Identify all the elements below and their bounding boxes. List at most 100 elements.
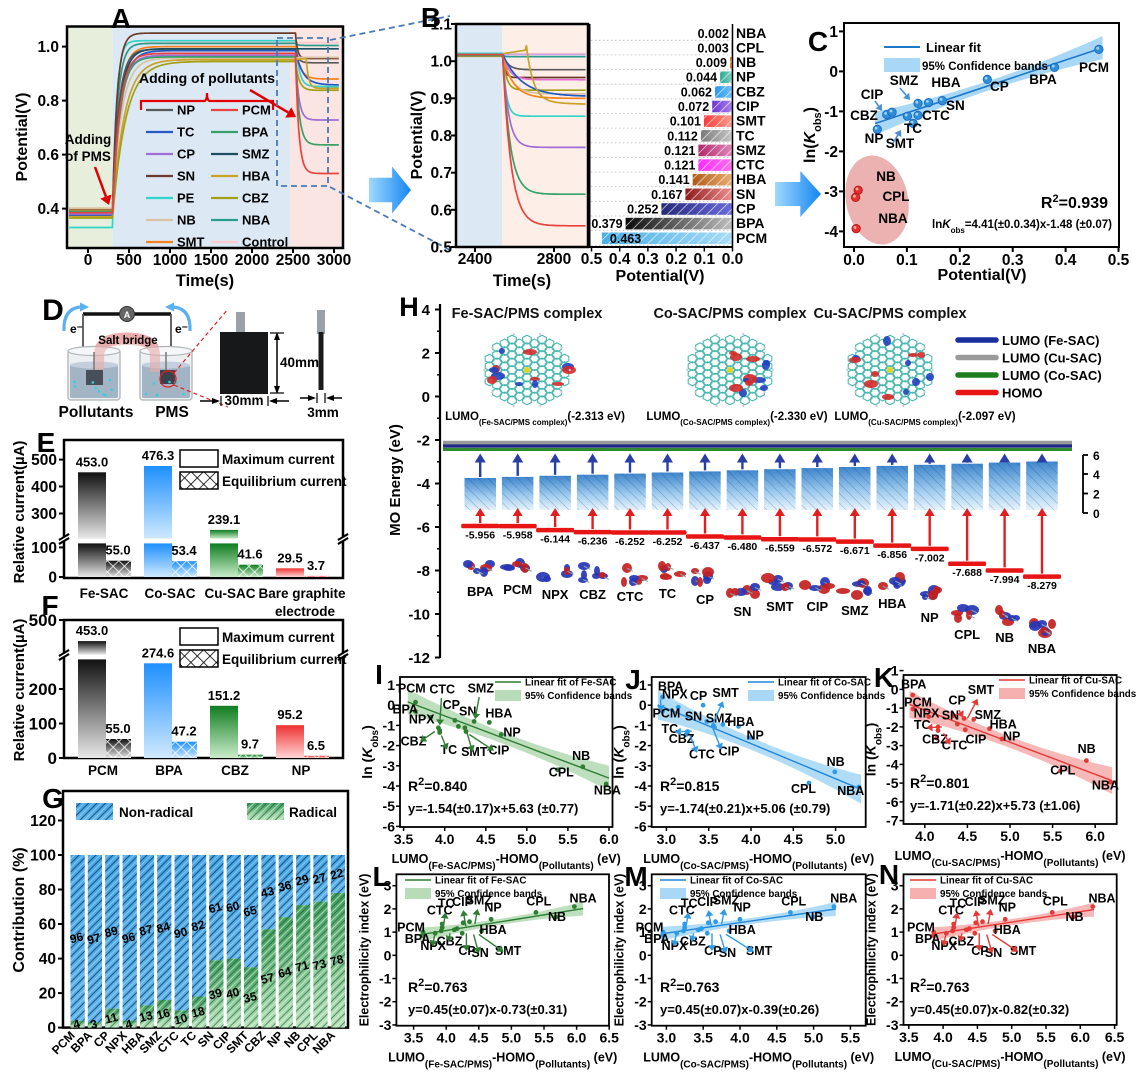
- svg-text:BPA: BPA: [901, 677, 926, 691]
- svg-text:CPL: CPL: [736, 39, 764, 55]
- svg-text:3: 3: [384, 878, 392, 894]
- svg-text:3.0: 3.0: [657, 1030, 677, 1046]
- svg-text:Co-SAC: Co-SAC: [145, 586, 196, 601]
- svg-text:0.463: 0.463: [610, 232, 641, 246]
- svg-text:-6.144: -6.144: [540, 534, 570, 546]
- svg-text:1: 1: [891, 924, 899, 940]
- svg-text:3.7: 3.7: [307, 558, 325, 573]
- svg-text:-6.480: -6.480: [728, 541, 758, 553]
- svg-text:Fe-SAC/PMS complex: Fe-SAC/PMS complex: [452, 306, 603, 322]
- svg-text:Linear fit of Cu-SAC: Linear fit of Cu-SAC: [1029, 676, 1122, 687]
- svg-text:CBZ: CBZ: [579, 587, 606, 602]
- svg-text:Relative current(µA): Relative current(µA): [11, 619, 28, 762]
- svg-text:CTC: CTC: [429, 683, 455, 697]
- svg-text:y=-1.54(±0.17)x+5.63 (±0.77): y=-1.54(±0.17)x+5.63 (±0.77): [408, 801, 578, 816]
- svg-text:CPL: CPL: [549, 765, 574, 779]
- svg-text:Electrophilicity index (eV): Electrophilicity index (eV): [357, 874, 371, 1027]
- svg-text:1: 1: [387, 677, 395, 693]
- svg-text:Control: Control: [242, 235, 288, 250]
- svg-text:-8.279: -8.279: [1027, 580, 1057, 592]
- svg-text:NPX: NPX: [409, 712, 435, 726]
- svg-text:0: 0: [48, 570, 57, 587]
- svg-text:4.0: 4.0: [436, 1030, 456, 1046]
- svg-text:Linear fit of Cu-SAC: Linear fit of Cu-SAC: [940, 876, 1033, 887]
- svg-text:0.9: 0.9: [430, 91, 452, 108]
- svg-text:40mm: 40mm: [280, 355, 319, 370]
- svg-text:Time(s): Time(s): [493, 272, 551, 290]
- svg-text:-3: -3: [383, 758, 396, 774]
- svg-text:-1: -1: [634, 717, 647, 733]
- svg-text:NBA: NBA: [594, 784, 621, 798]
- svg-text:HBA: HBA: [485, 707, 512, 721]
- svg-text:3.5: 3.5: [693, 1030, 713, 1046]
- svg-text:4.5: 4.5: [784, 831, 804, 847]
- svg-text:PCM: PCM: [1079, 60, 1109, 75]
- svg-text:NB: NB: [876, 169, 896, 184]
- svg-text:TC: TC: [904, 121, 922, 136]
- svg-text:-2: -2: [634, 738, 647, 754]
- svg-text:2000: 2000: [235, 252, 269, 269]
- svg-text:0: 0: [639, 947, 647, 963]
- svg-text:SMZ: SMZ: [736, 142, 766, 158]
- svg-text:5.5: 5.5: [558, 831, 578, 847]
- svg-text:95% Confidence bands: 95% Confidence bands: [525, 691, 633, 702]
- svg-text:PCM: PCM: [88, 763, 118, 778]
- svg-text:-1: -1: [824, 104, 838, 121]
- svg-text:0.009: 0.009: [696, 56, 727, 70]
- svg-text:-2: -2: [824, 144, 838, 161]
- svg-text:HOMO: HOMO: [1002, 386, 1042, 401]
- svg-text:NB: NB: [995, 630, 1014, 645]
- svg-text:0.3: 0.3: [637, 251, 659, 268]
- svg-text:Potential(V): Potential(V): [409, 91, 426, 180]
- svg-text:-3: -3: [634, 1017, 647, 1033]
- svg-text:-1: -1: [886, 700, 899, 716]
- svg-text:3.5: 3.5: [899, 1029, 919, 1045]
- svg-text:CP: CP: [690, 689, 707, 703]
- svg-text:274.6: 274.6: [142, 645, 175, 660]
- svg-text:55.0: 55.0: [105, 721, 130, 736]
- svg-text:500: 500: [116, 252, 142, 269]
- svg-text:-8: -8: [417, 563, 430, 580]
- svg-text:1.0: 1.0: [37, 39, 59, 56]
- svg-text:y=-1.71(±0.22)x+5.73 (±1.06): y=-1.71(±0.22)x+5.73 (±1.06): [910, 798, 1080, 813]
- svg-text:NB: NB: [177, 213, 196, 228]
- svg-text:NB: NB: [572, 749, 590, 763]
- svg-text:0.379: 0.379: [591, 217, 622, 231]
- svg-text:0.6: 0.6: [37, 147, 59, 164]
- svg-text:-1: -1: [383, 717, 396, 733]
- svg-text:6.0: 6.0: [567, 1030, 587, 1046]
- svg-text:0: 0: [1093, 507, 1100, 521]
- svg-text:-7: -7: [886, 813, 899, 829]
- svg-text:CTC: CTC: [617, 589, 644, 604]
- svg-text:5.5: 5.5: [1043, 828, 1063, 844]
- svg-text:BPA: BPA: [155, 763, 183, 778]
- svg-text:41.6: 41.6: [237, 547, 262, 562]
- svg-text:NBA: NBA: [1092, 779, 1119, 793]
- svg-text:0: 0: [891, 947, 899, 963]
- svg-text:R2=0.815: R2=0.815: [660, 776, 720, 794]
- svg-text:CPL: CPL: [883, 189, 910, 204]
- svg-text:PMS: PMS: [155, 404, 189, 421]
- svg-text:5.0: 5.0: [804, 1030, 824, 1046]
- svg-text:1: 1: [829, 24, 838, 41]
- svg-text:6.5: 6.5: [307, 738, 325, 753]
- svg-text:BPA: BPA: [242, 125, 269, 140]
- svg-text:R2=0.763: R2=0.763: [408, 977, 468, 995]
- svg-text:2800: 2800: [537, 251, 571, 268]
- svg-text:-7.688: -7.688: [952, 567, 982, 579]
- svg-text:TC: TC: [177, 125, 195, 140]
- svg-text:CP: CP: [696, 592, 714, 607]
- svg-text:4.0: 4.0: [730, 1030, 750, 1046]
- svg-text:NBA: NBA: [570, 891, 597, 905]
- svg-text:NP: NP: [734, 901, 751, 915]
- svg-text:NBA: NBA: [837, 784, 864, 798]
- svg-text:CBZ: CBZ: [221, 763, 249, 778]
- svg-text:2: 2: [384, 901, 392, 917]
- svg-text:Cu-SAC/PMS complex: Cu-SAC/PMS complex: [813, 306, 966, 322]
- svg-text:Electrophilicity index (eV): Electrophilicity index (eV): [865, 873, 879, 1026]
- svg-text:LUMO (Cu-SAC): LUMO (Cu-SAC): [1002, 351, 1102, 366]
- svg-text:Non-radical: Non-radical: [119, 805, 193, 820]
- svg-text:HBA: HBA: [878, 596, 907, 611]
- svg-text:R2=0.840: R2=0.840: [408, 776, 468, 794]
- svg-text:NP: NP: [503, 726, 520, 740]
